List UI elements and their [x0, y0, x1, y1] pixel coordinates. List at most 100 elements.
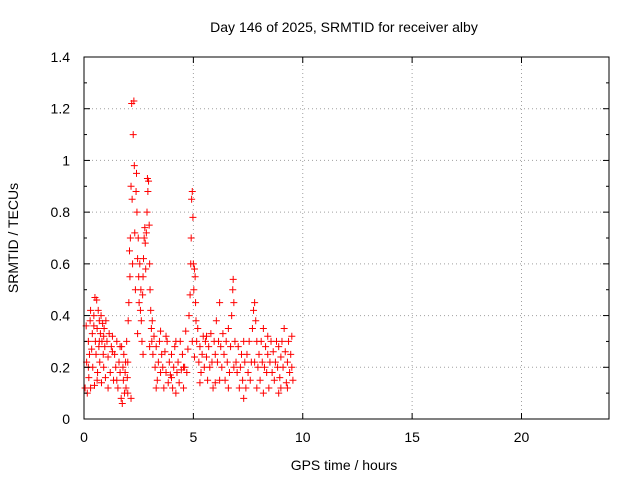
data-point — [104, 384, 112, 392]
data-point — [93, 325, 101, 332]
data-point — [186, 291, 194, 299]
data-point — [94, 306, 102, 314]
data-point — [248, 325, 256, 332]
data-point — [153, 376, 161, 384]
y-tick-label: 1.4 — [51, 49, 71, 65]
data-point — [100, 325, 108, 332]
data-point — [131, 229, 139, 237]
data-point — [127, 394, 135, 402]
data-point — [114, 384, 122, 392]
data-point — [198, 350, 206, 358]
data-point — [289, 376, 297, 384]
data-point — [163, 337, 171, 345]
data-point — [148, 317, 156, 325]
x-tick-label: 10 — [295, 429, 311, 445]
data-point — [191, 273, 199, 281]
data-point — [154, 358, 162, 366]
x-tick-label: 0 — [80, 429, 88, 445]
data-point — [276, 374, 284, 382]
data-point — [234, 343, 242, 351]
data-point — [232, 358, 240, 366]
data-point — [228, 312, 236, 320]
data-point — [204, 376, 212, 384]
data-point — [205, 343, 213, 351]
data-point — [282, 379, 290, 387]
data-point — [141, 224, 149, 232]
data-point — [87, 306, 95, 314]
data-point — [150, 332, 158, 340]
data-point — [172, 389, 180, 397]
data-point — [279, 363, 287, 371]
data-point — [246, 376, 254, 384]
data-point — [286, 368, 294, 376]
data-point — [165, 358, 173, 366]
data-point — [180, 384, 188, 392]
data-point — [90, 312, 98, 320]
data-point — [108, 332, 116, 340]
data-point — [231, 337, 239, 345]
data-point — [151, 363, 159, 371]
data-point — [196, 379, 204, 387]
data-point — [239, 376, 247, 384]
x-tick-label: 15 — [404, 429, 420, 445]
data-point — [229, 286, 237, 294]
data-point — [192, 299, 200, 307]
data-point — [148, 337, 156, 345]
x-tick-label: 5 — [189, 429, 197, 445]
data-point — [168, 374, 175, 382]
data-point — [99, 350, 107, 358]
data-point — [144, 187, 152, 195]
data-point — [112, 363, 120, 371]
data-point — [230, 299, 238, 307]
plot-frame — [83, 56, 610, 420]
data-point — [220, 350, 228, 358]
data-point — [188, 337, 196, 345]
data-point — [126, 273, 134, 281]
y-tick-label: 0.2 — [51, 359, 71, 375]
data-point — [233, 368, 241, 376]
data-point — [251, 358, 259, 366]
data-point — [124, 358, 132, 366]
data-point — [180, 363, 188, 371]
data-point — [100, 363, 108, 371]
data-point — [216, 376, 224, 384]
x-axis-label: GPS time / hours — [291, 457, 398, 473]
data-point — [162, 368, 170, 376]
data-point — [130, 97, 138, 105]
data-point — [87, 384, 95, 392]
data-point — [146, 343, 154, 351]
data-point — [209, 384, 217, 392]
data-point — [91, 381, 98, 389]
y-tick-label: 0.6 — [51, 256, 71, 272]
data-point — [269, 348, 277, 356]
data-point — [140, 255, 147, 263]
data-point — [277, 353, 285, 361]
data-point — [190, 353, 198, 361]
data-point — [162, 332, 170, 340]
data-point — [224, 384, 232, 392]
data-point — [196, 343, 204, 351]
data-point — [288, 332, 296, 340]
data-point — [244, 368, 252, 376]
data-point — [187, 234, 195, 242]
data-point — [219, 330, 227, 338]
data-point — [270, 376, 278, 384]
data-point — [169, 384, 177, 392]
data-point — [171, 343, 179, 351]
data-point — [116, 343, 124, 351]
data-point — [93, 296, 101, 304]
data-point — [157, 327, 165, 335]
y-tick-label: 0 — [62, 411, 70, 427]
data-point — [211, 350, 219, 358]
x-tick-label: 20 — [514, 429, 530, 445]
data-point — [104, 353, 112, 361]
data-point — [185, 312, 193, 320]
data-point — [88, 330, 96, 338]
data-point — [190, 265, 198, 273]
data-point — [123, 337, 131, 345]
data-point — [86, 317, 94, 325]
data-point — [203, 332, 210, 340]
data-point — [218, 363, 226, 371]
data-point — [155, 337, 163, 345]
data-point — [98, 379, 105, 387]
